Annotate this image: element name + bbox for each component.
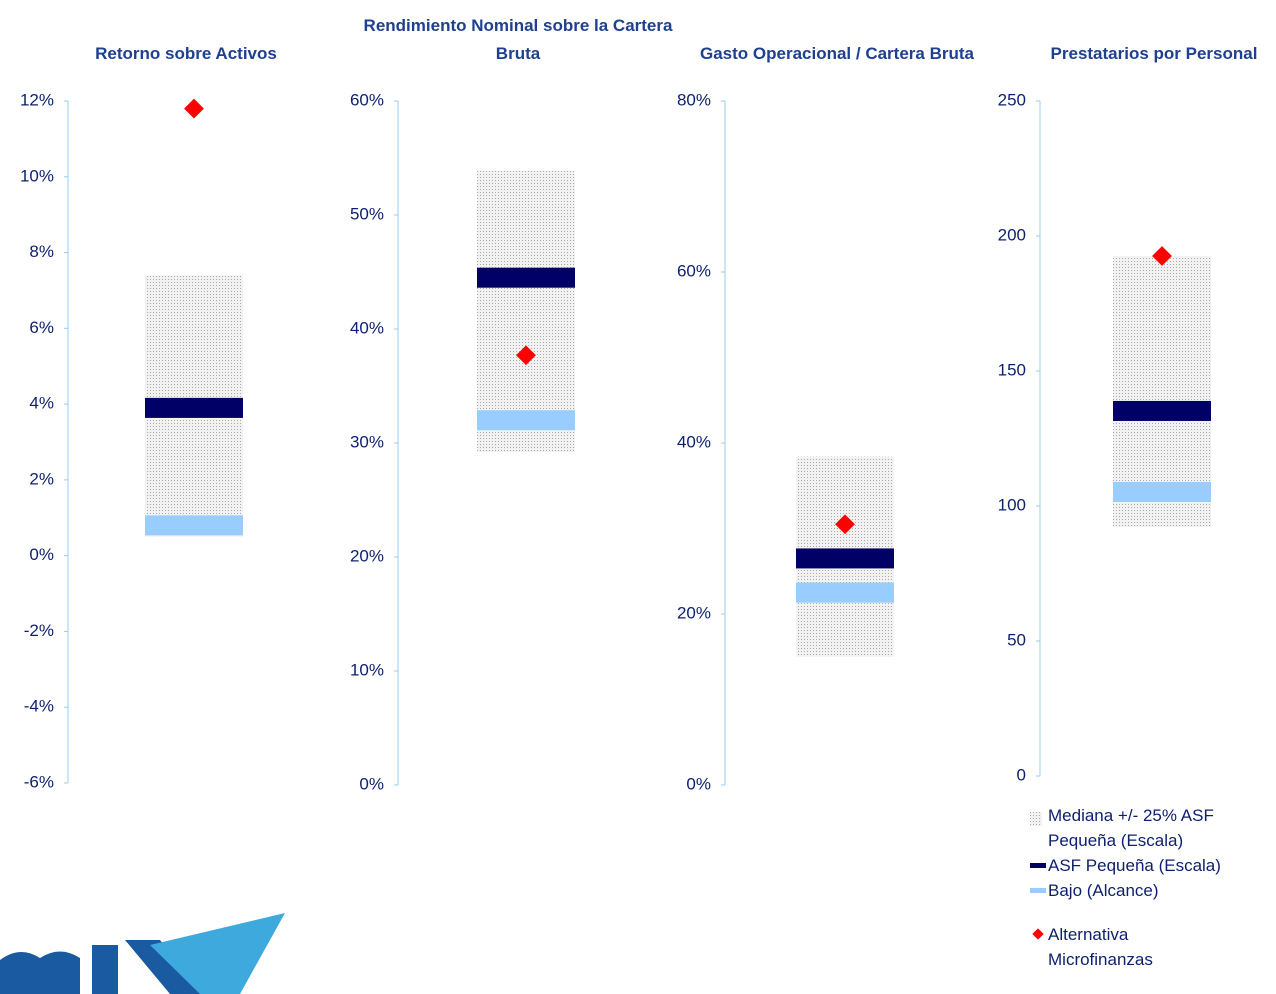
alt-marker bbox=[184, 98, 204, 119]
y-tick-label: 60% bbox=[677, 261, 711, 280]
range-box bbox=[1113, 255, 1211, 528]
y-tick-label: 8% bbox=[29, 242, 54, 261]
y-tick-label: 250 bbox=[998, 90, 1026, 109]
legend-item: Mediana +/- 25% ASF Pequeña (Escala) bbox=[1030, 803, 1228, 853]
y-tick-label: 2% bbox=[29, 469, 54, 488]
y-tick-label: 6% bbox=[29, 318, 54, 337]
y-tick-label: 200 bbox=[998, 225, 1026, 244]
legend-marker bbox=[1030, 808, 1042, 833]
y-tick-label: 150 bbox=[998, 360, 1026, 379]
y-tick-label: 100 bbox=[998, 495, 1026, 514]
y-tick-label: 50 bbox=[1007, 630, 1026, 649]
y-tick-label: 30% bbox=[350, 432, 384, 451]
legend-label: Alternativa Microfinanzas bbox=[1048, 925, 1153, 969]
asf-bar bbox=[796, 548, 894, 569]
y-tick-label: -6% bbox=[24, 772, 54, 791]
range-box bbox=[477, 170, 575, 453]
y-tick-label: 0% bbox=[29, 545, 54, 564]
y-tick-label: -4% bbox=[24, 697, 54, 716]
y-tick-label: 80% bbox=[677, 90, 711, 109]
legend-marker bbox=[1030, 853, 1046, 868]
asf-bar bbox=[145, 397, 243, 418]
logo bbox=[0, 913, 285, 994]
y-tick-label: 10% bbox=[350, 660, 384, 679]
y-tick-label: 0% bbox=[359, 774, 384, 793]
legend-label: Mediana +/- 25% ASF Pequeña (Escala) bbox=[1048, 806, 1214, 850]
y-tick-label: 50% bbox=[350, 204, 384, 223]
bajo-bar bbox=[145, 515, 243, 536]
y-tick-label: 4% bbox=[29, 394, 54, 413]
bajo-bar bbox=[1113, 481, 1211, 502]
legend-marker bbox=[1030, 922, 1044, 940]
y-tick-label: 20% bbox=[350, 546, 384, 565]
asf-bar bbox=[1113, 400, 1211, 421]
y-tick-label: 0% bbox=[686, 774, 711, 793]
alt-marker bbox=[516, 345, 536, 366]
alt-marker bbox=[1152, 246, 1172, 266]
y-tick-label: 40% bbox=[350, 318, 384, 337]
legend-marker bbox=[1030, 878, 1046, 893]
y-tick-label: 12% bbox=[20, 90, 54, 109]
legend-item: Bajo (Alcance) bbox=[1030, 878, 1228, 903]
legend-label: Bajo (Alcance) bbox=[1048, 881, 1159, 900]
y-tick-label: -2% bbox=[24, 621, 54, 640]
legend-label: ASF Pequeña (Escala) bbox=[1048, 856, 1221, 875]
chart-title: Rendimiento Nominal sobre la Cartera Bru… bbox=[363, 16, 673, 63]
y-tick-label: 10% bbox=[20, 166, 54, 185]
legend-item: ASF Pequeña (Escala) bbox=[1030, 853, 1228, 878]
chart-title: Retorno sobre Activos bbox=[95, 44, 277, 63]
bajo-bar bbox=[477, 410, 575, 431]
alt-marker bbox=[835, 514, 855, 535]
y-tick-label: 60% bbox=[350, 90, 384, 109]
asf-bar bbox=[477, 267, 575, 288]
chart-title: Gasto Operacional / Cartera Bruta bbox=[700, 44, 974, 63]
legend-item: Alternativa Microfinanzas bbox=[1030, 922, 1228, 972]
y-tick-label: 0 bbox=[1017, 765, 1026, 784]
bajo-bar bbox=[796, 582, 894, 603]
y-tick-label: 20% bbox=[677, 603, 711, 622]
chart-title: Prestatarios por Personal bbox=[1050, 44, 1258, 63]
legend: Mediana +/- 25% ASF Pequeña (Escala) ASF … bbox=[1030, 803, 1270, 972]
y-tick-label: 40% bbox=[677, 432, 711, 451]
